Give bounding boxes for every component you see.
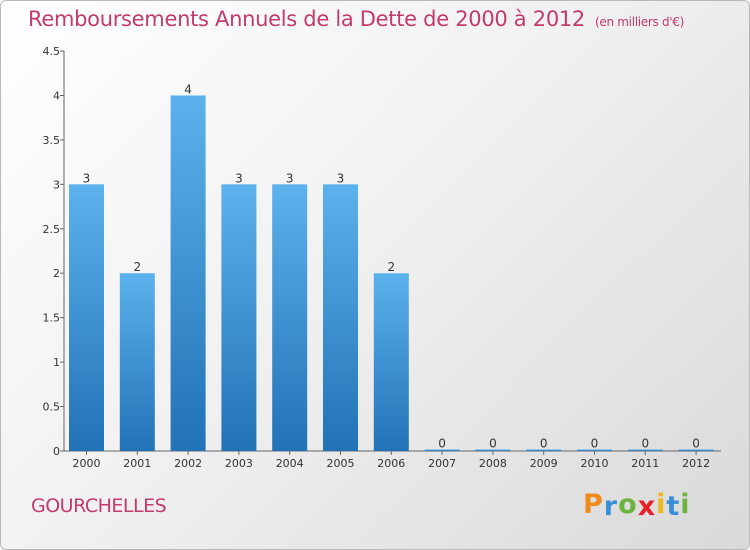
x-tick-label: 2009 (530, 457, 558, 470)
data-label: 3 (83, 171, 91, 185)
x-tick-label: 2006 (377, 457, 405, 470)
data-label: 3 (286, 171, 294, 185)
x-tick-label: 2002 (174, 457, 202, 470)
bars (69, 95, 714, 452)
y-tick-label: 4.5 (43, 45, 61, 58)
logo-letter: r (603, 491, 619, 522)
logo-letter: P (583, 489, 604, 520)
y-tick-label: 1.5 (43, 312, 61, 325)
y-tick-label: 0 (53, 445, 60, 458)
bar (475, 449, 511, 451)
chart-title: Remboursements Annuels de la Dette de 20… (28, 7, 684, 31)
data-label: 0 (489, 437, 497, 451)
y-tick-label: 3 (53, 178, 60, 191)
x-tick-label: 2011 (631, 457, 659, 470)
x-tick-label: 2008 (479, 457, 507, 470)
y-tick-label: 2 (53, 267, 60, 280)
bar (323, 184, 358, 452)
x-tick-label: 2010 (581, 457, 609, 470)
data-label: 0 (641, 437, 649, 451)
data-label: 0 (540, 437, 548, 451)
data-label: 3 (235, 171, 243, 185)
bar (627, 449, 663, 451)
x-tick-label: 2001 (123, 457, 151, 470)
logo-letter: o (618, 489, 638, 520)
logo-letter: t (666, 491, 681, 522)
bar (424, 449, 460, 451)
bar (221, 184, 257, 452)
logo-letter: i (656, 489, 667, 520)
y-tick-label: 2.5 (43, 223, 61, 236)
data-label: 2 (387, 260, 395, 274)
bar (678, 449, 714, 451)
chart-title-text: Remboursements Annuels de la Dette de 20… (28, 7, 585, 31)
x-tick-label: 2004 (276, 457, 304, 470)
x-tick-label: 2012 (682, 457, 710, 470)
bar (69, 184, 104, 452)
commune-name: GOURCHELLES (31, 495, 167, 517)
data-label: 2 (133, 260, 141, 274)
bar (170, 95, 206, 451)
data-label: 0 (438, 437, 446, 451)
y-tick-label: 1 (53, 356, 60, 369)
bar (119, 273, 155, 451)
y-tick-label: 3.5 (43, 134, 61, 147)
data-label: 0 (692, 437, 700, 451)
x-tick-label: 2000 (73, 457, 101, 470)
y-tick-label: 0.5 (43, 401, 61, 414)
x-tick-label: 2003 (225, 457, 253, 470)
proxiti-logo: Proxiti (583, 489, 691, 522)
logo-letter: i (680, 489, 691, 520)
data-label: 4 (184, 82, 192, 96)
chart-subtitle: (en milliers d'€) (595, 15, 685, 29)
x-tick-label: 2005 (327, 457, 355, 470)
data-label: 3 (337, 171, 345, 185)
bar (577, 449, 612, 451)
data-label: 0 (591, 437, 599, 451)
y-tick-label: 4 (53, 89, 60, 102)
logo-letter: x (637, 491, 657, 522)
labels: 3 2000 2 2001 4 2002 3 2003 3 2004 3 2005 2 2006 0 2007… (73, 82, 711, 470)
x-tick-label: 2007 (428, 457, 456, 470)
bar (373, 273, 409, 451)
bar (526, 449, 562, 451)
bar (272, 184, 308, 452)
